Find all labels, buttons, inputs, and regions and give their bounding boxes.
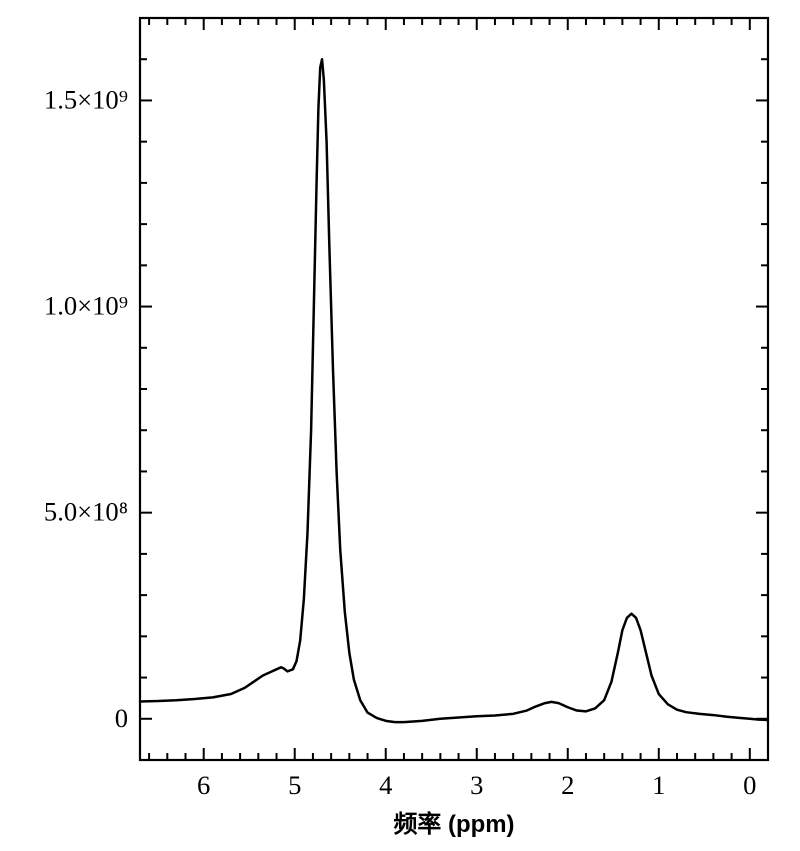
x-axis-title: 频率 (ppm) (394, 810, 515, 838)
x-tick-label: 0 (743, 770, 756, 800)
x-tick-label: 5 (288, 770, 301, 800)
x-tick-label: 4 (379, 770, 392, 800)
x-tick-label: 6 (197, 770, 210, 800)
y-tick-label: 0 (115, 703, 128, 733)
x-tick-label: 1 (652, 770, 665, 800)
nmr-spectrum-chart: 0 1 2 3 4 5 6 频率 (ppm) 0 5.0×10⁸ 1.0×10⁹ 1.5×10⁹ (0, 0, 800, 851)
y-tick-label: 1.5×10⁹ (44, 84, 128, 114)
y-tick-label: 1.0×10⁹ (44, 291, 128, 321)
y-tick-label: 5.0×10⁸ (44, 497, 128, 527)
chart-svg: 0 1 2 3 4 5 6 频率 (ppm) 0 5.0×10⁸ 1.0×10⁹ 1.5×10⁹ (0, 0, 800, 851)
x-tick-label: 2 (561, 770, 574, 800)
x-tick-label: 3 (470, 770, 483, 800)
